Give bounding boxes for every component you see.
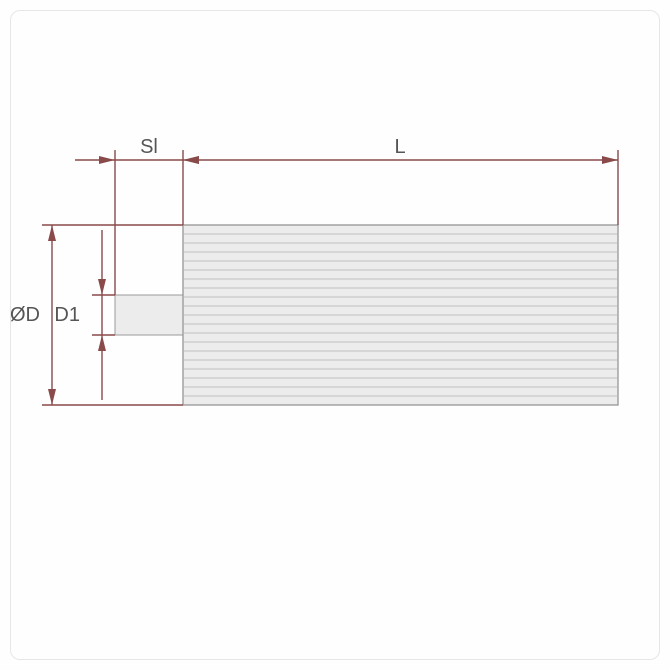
svg-text:L: L xyxy=(394,136,405,158)
svg-text:D1: D1 xyxy=(54,304,80,326)
svg-text:ØD: ØD xyxy=(10,304,40,326)
svg-text:Sl: Sl xyxy=(140,136,158,158)
shaft xyxy=(115,295,183,335)
technical-drawing: L Sl D1 ØD xyxy=(0,0,670,670)
